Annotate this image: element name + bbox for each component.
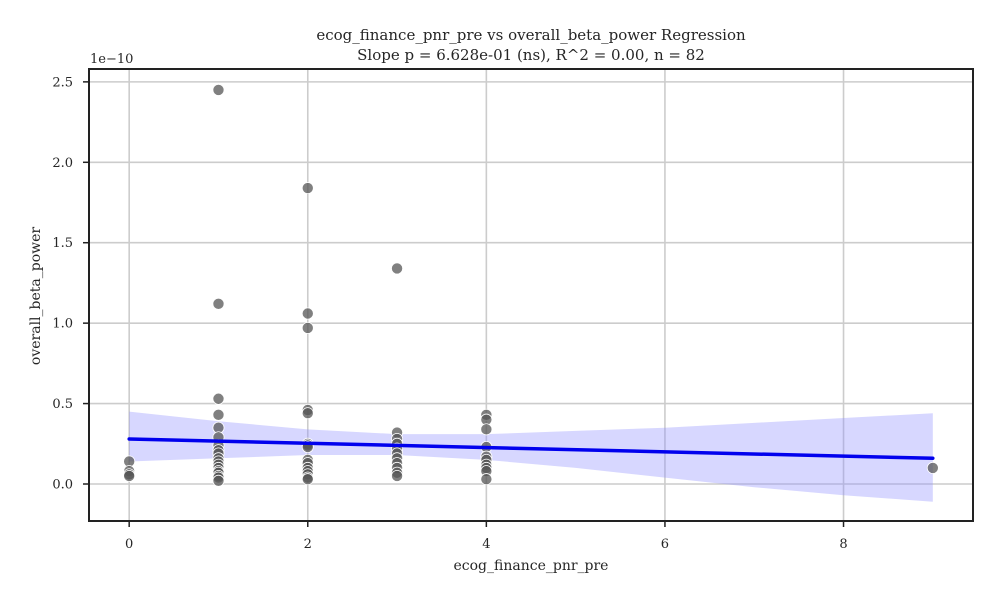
confidence-band bbox=[129, 411, 933, 502]
x-axis-label: ecog_finance_pnr_pre bbox=[454, 558, 609, 574]
y-tick-label: 0.0 bbox=[52, 478, 73, 493]
plot-frame bbox=[88, 68, 974, 522]
regression-line bbox=[127, 437, 935, 461]
x-tick-label: 4 bbox=[482, 537, 490, 552]
y-tick-label: 1.0 bbox=[52, 317, 73, 332]
data-point bbox=[391, 469, 404, 482]
data-point bbox=[301, 407, 314, 420]
data-point bbox=[480, 423, 493, 436]
chart-subtitle: Slope p = 6.628e-01 (ns), R^2 = 0.00, n … bbox=[357, 46, 705, 64]
regression-line-layer bbox=[127, 437, 935, 461]
data-point bbox=[480, 473, 493, 486]
data-point bbox=[123, 469, 136, 482]
y-tick-label: 2.5 bbox=[52, 75, 73, 90]
data-point bbox=[212, 408, 225, 421]
x-tick-label: 0 bbox=[125, 537, 133, 552]
data-point bbox=[301, 307, 314, 320]
y-tick-label: 2.0 bbox=[52, 156, 73, 171]
x-tick-label: 6 bbox=[661, 537, 669, 552]
points-layer bbox=[123, 83, 939, 487]
y-offset-label: 1e−10 bbox=[90, 52, 133, 67]
data-point bbox=[301, 321, 314, 334]
data-point bbox=[926, 461, 939, 474]
data-point bbox=[212, 83, 225, 96]
x-tick-label: 8 bbox=[839, 537, 847, 552]
grid bbox=[89, 69, 973, 521]
y-axis-label: overall_beta_power bbox=[28, 227, 44, 365]
data-point bbox=[212, 297, 225, 310]
data-point bbox=[212, 392, 225, 405]
data-point bbox=[301, 182, 314, 195]
y-tick-label: 0.5 bbox=[52, 397, 73, 412]
chart-title: ecog_finance_pnr_pre vs overall_beta_pow… bbox=[316, 26, 746, 44]
x-tick-label: 2 bbox=[304, 537, 312, 552]
axes: 0 2 4 6 8 0.0 0.5 1.0 1.5 2.0 2.5 bbox=[52, 68, 974, 552]
y-tick-label: 1.5 bbox=[52, 236, 73, 251]
data-point bbox=[391, 262, 404, 275]
data-point bbox=[212, 474, 225, 487]
data-point bbox=[301, 473, 314, 486]
confidence-band-layer bbox=[129, 411, 933, 502]
